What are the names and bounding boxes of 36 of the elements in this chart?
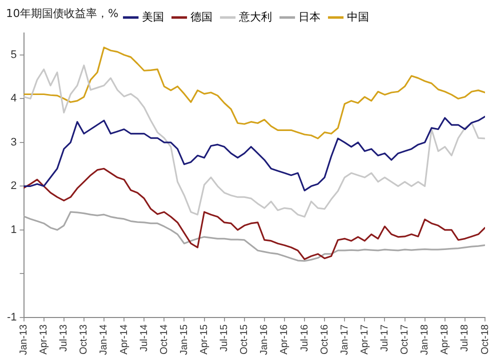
legend-label: 德国 (190, 10, 212, 24)
x-tick-label: Jul-15 (219, 324, 230, 352)
x-tick-label: Jul-13 (58, 324, 70, 352)
x-tick-label: Jul-17 (379, 324, 390, 352)
legend-label: 中国 (346, 10, 369, 24)
x-tick-label: Oct-16 (319, 324, 330, 354)
legend-label: 意大利 (238, 10, 272, 24)
y-tick-label: 3 (10, 136, 17, 148)
y-tick-label: 2 (10, 180, 17, 192)
x-tick-label: Jul-14 (138, 324, 150, 352)
x-tick-label: Oct-17 (400, 324, 411, 354)
legend-label: 日本 (298, 10, 320, 24)
y-tick-label: 5 (10, 48, 17, 61)
x-tick-label: Jan-14 (98, 324, 110, 355)
x-tick-label: Jan-15 (178, 324, 190, 355)
x-tick-label: Oct-15 (239, 324, 250, 354)
x-tick-label: Apr-15 (199, 324, 210, 354)
y-tick-label: 1 (10, 224, 17, 236)
x-tick-label: Oct-13 (78, 324, 90, 354)
x-tick-label: Oct-18 (480, 324, 491, 354)
x-tick-label: Jan-18 (420, 324, 431, 355)
y-tick-label: 4 (10, 92, 17, 105)
x-tick-label: Apr-16 (279, 324, 290, 354)
chart-title: 10年期国债收益率，% (6, 6, 118, 21)
x-tick-label: Jul-18 (460, 324, 471, 352)
x-tick-label: Jul-16 (299, 324, 310, 352)
y-tick-label: -1 (7, 311, 17, 324)
x-tick-label: Apr-17 (359, 324, 370, 354)
x-tick-label: Apr-18 (440, 324, 451, 354)
legend-label: 美国 (142, 10, 164, 24)
x-tick-label: Apr-14 (118, 324, 130, 354)
x-tick-label: Jan-17 (339, 324, 350, 355)
x-tick-label: Jan-13 (18, 324, 30, 355)
x-tick-label: Apr-13 (38, 324, 50, 354)
x-tick-label: Oct-14 (158, 324, 170, 354)
x-tick-label: Jan-16 (259, 324, 270, 355)
